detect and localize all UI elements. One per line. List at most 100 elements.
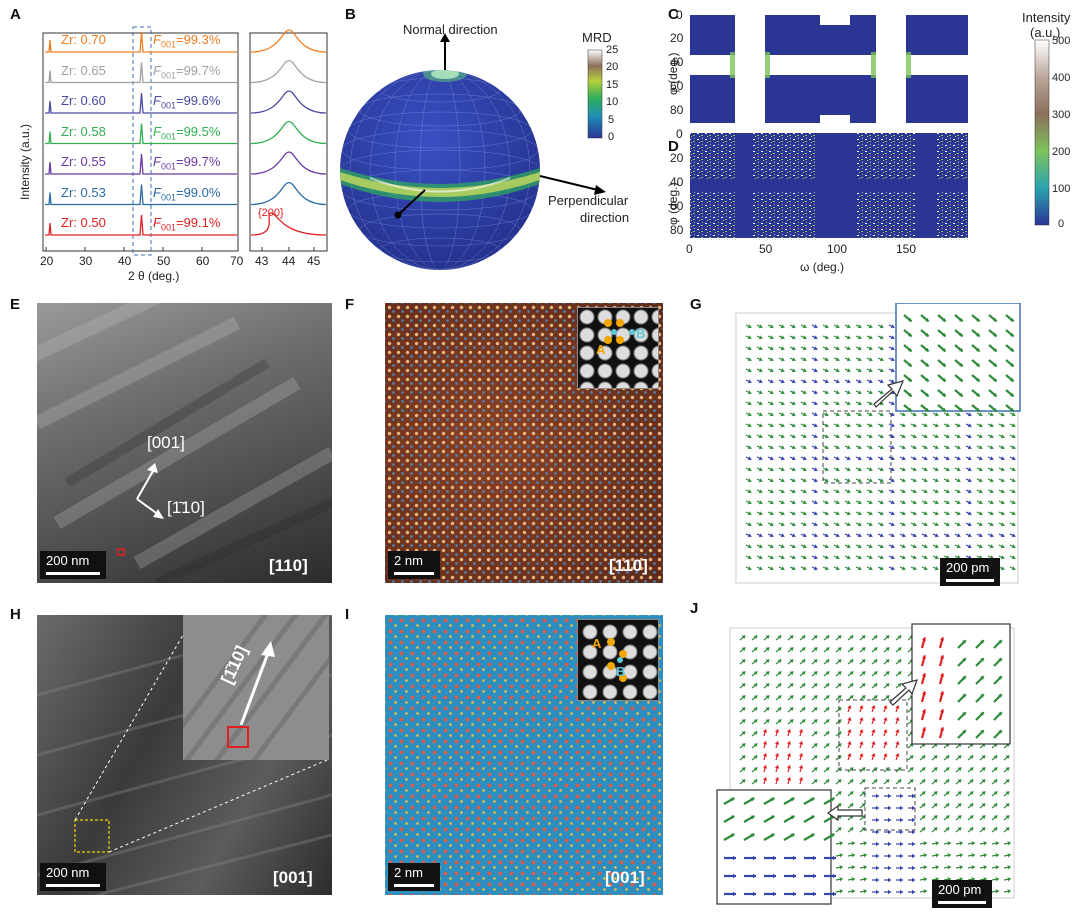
- polarization-arrowhead: [833, 855, 836, 861]
- polarization-arrowhead: [846, 346, 851, 351]
- polarization-arrowhead: [789, 635, 794, 640]
- polarization-arrowhead: [901, 434, 906, 439]
- polarization-arrowhead: [941, 392, 946, 397]
- polarization-arrowhead: [837, 683, 842, 688]
- polarization-arrowhead: [879, 412, 884, 417]
- polarization-arrowhead: [741, 743, 746, 748]
- polarization-arrowhead: [956, 467, 961, 472]
- polarization-arrowhead: [769, 467, 774, 472]
- polarization-arrowhead: [839, 877, 843, 882]
- polarization-arrowhead: [876, 853, 879, 859]
- polarization-arrowhead: [992, 407, 997, 412]
- polarization-arrowhead: [993, 827, 998, 832]
- pole-maps: [690, 15, 1050, 238]
- panel-label-g: G: [690, 296, 702, 313]
- polarization-arrowhead: [857, 379, 862, 384]
- polarization-arrowhead: [934, 456, 939, 461]
- mrd-colorbar: [587, 49, 603, 139]
- polarization-arrowhead: [849, 683, 854, 688]
- polarization-arrowhead: [835, 379, 840, 384]
- polarization-arrowhead: [849, 635, 854, 640]
- polarization-arrowhead: [780, 357, 785, 362]
- polarization-arrowhead: [758, 434, 763, 439]
- scale-bar-i-text: 2 nm: [394, 865, 423, 880]
- polarization-arrowhead: [835, 346, 840, 351]
- polarization-arrowhead: [758, 533, 763, 538]
- polarization-arrowhead: [923, 566, 928, 571]
- polarization-arrowhead: [791, 555, 796, 560]
- polarization-arrowhead: [791, 324, 796, 329]
- xrd-zoom-trace: [250, 29, 327, 53]
- site-b-i: B: [616, 664, 626, 679]
- polarization-arrowhead: [901, 533, 906, 538]
- polarization-arrowhead: [1009, 377, 1014, 382]
- polarization-arrowhead: [857, 511, 862, 516]
- polarization-arrowhead: [879, 566, 884, 571]
- polarization-arrowhead: [1000, 500, 1005, 505]
- polarization-arrowhead: [835, 522, 840, 527]
- polarization-arrowhead: [995, 877, 999, 882]
- polarization-arrowhead: [876, 793, 879, 799]
- polarization-arrowhead: [890, 555, 895, 560]
- haadf-image-i: A B 2 nm [001]: [385, 615, 663, 895]
- xrd-trace: [45, 153, 237, 175]
- polarization-arrowhead: [888, 877, 891, 883]
- polarization-arrowhead: [907, 407, 912, 412]
- polarization-arrowhead: [868, 544, 873, 549]
- polarization-arrowhead: [921, 779, 926, 784]
- polarization-arrowhead: [989, 467, 994, 472]
- polarization-arrowhead: [923, 853, 927, 858]
- polarization-arrowhead: [879, 511, 884, 516]
- polarization-arrowhead: [835, 555, 840, 560]
- polarization-arrowhead: [861, 635, 866, 640]
- polarization-arrowhead: [958, 392, 963, 397]
- polarization-arrowhead: [741, 779, 746, 784]
- legend-zr: Zr: 0.58: [61, 123, 106, 139]
- polarization-arrowhead: [741, 755, 746, 760]
- mrd-tick: 0: [608, 131, 615, 143]
- polarization-arrowhead: [753, 719, 758, 724]
- polarization-arrowhead: [998, 640, 1002, 644]
- polarization-arrowhead: [810, 815, 815, 820]
- polarization-arrowhead: [813, 467, 818, 472]
- polarization-arrowhead: [1000, 522, 1005, 527]
- polarization-arrowhead: [923, 522, 928, 527]
- polarization-arrowhead: [897, 647, 902, 652]
- polarization-arrowhead: [956, 500, 961, 505]
- polarization-arrowhead: [924, 347, 929, 352]
- polarization-arrowhead: [876, 877, 879, 883]
- polarization-arrowhead: [947, 865, 951, 870]
- polarization-arrowhead: [933, 779, 938, 784]
- polarization-arrowhead: [801, 635, 806, 640]
- polarization-arrowhead: [835, 544, 840, 549]
- polarization-arrowhead: [967, 434, 972, 439]
- polarization-arrowhead: [857, 368, 862, 373]
- polarization-arrowhead: [758, 324, 763, 329]
- polarization-arrowhead: [747, 324, 752, 329]
- polarization-arrowhead: [847, 705, 852, 709]
- polarization-arrowhead: [912, 533, 917, 538]
- polarization-arrowhead: [912, 566, 917, 571]
- panel-label-h: H: [10, 606, 21, 623]
- polarization-arrowhead: [934, 533, 939, 538]
- polarization-arrowhead: [753, 855, 756, 861]
- polarization-arrowhead: [901, 456, 906, 461]
- polarization-arrowhead: [791, 412, 796, 417]
- polarization-arrowhead: [945, 767, 950, 772]
- polarization-arrowhead: [837, 827, 842, 832]
- polarization-arrowhead: [868, 368, 873, 373]
- polarization-arrowhead: [758, 544, 763, 549]
- polarization-arrowhead: [981, 791, 986, 796]
- polarization-arrowhead: [921, 791, 926, 796]
- polarization-arrowhead: [989, 412, 994, 417]
- polarization-arrowhead: [810, 833, 815, 838]
- xrd-xtick: 60: [196, 254, 210, 268]
- polarization-arrowhead: [978, 489, 983, 494]
- polarization-arrowhead: [1005, 815, 1010, 820]
- polarization-arrowhead: [897, 635, 902, 640]
- xrd-zoom-trace: [250, 120, 327, 145]
- polarization-arrowhead: [868, 357, 873, 362]
- polarization-arrowhead: [888, 865, 891, 871]
- polarization-arrowhead: [978, 533, 983, 538]
- polarization-arrowhead: [798, 765, 804, 769]
